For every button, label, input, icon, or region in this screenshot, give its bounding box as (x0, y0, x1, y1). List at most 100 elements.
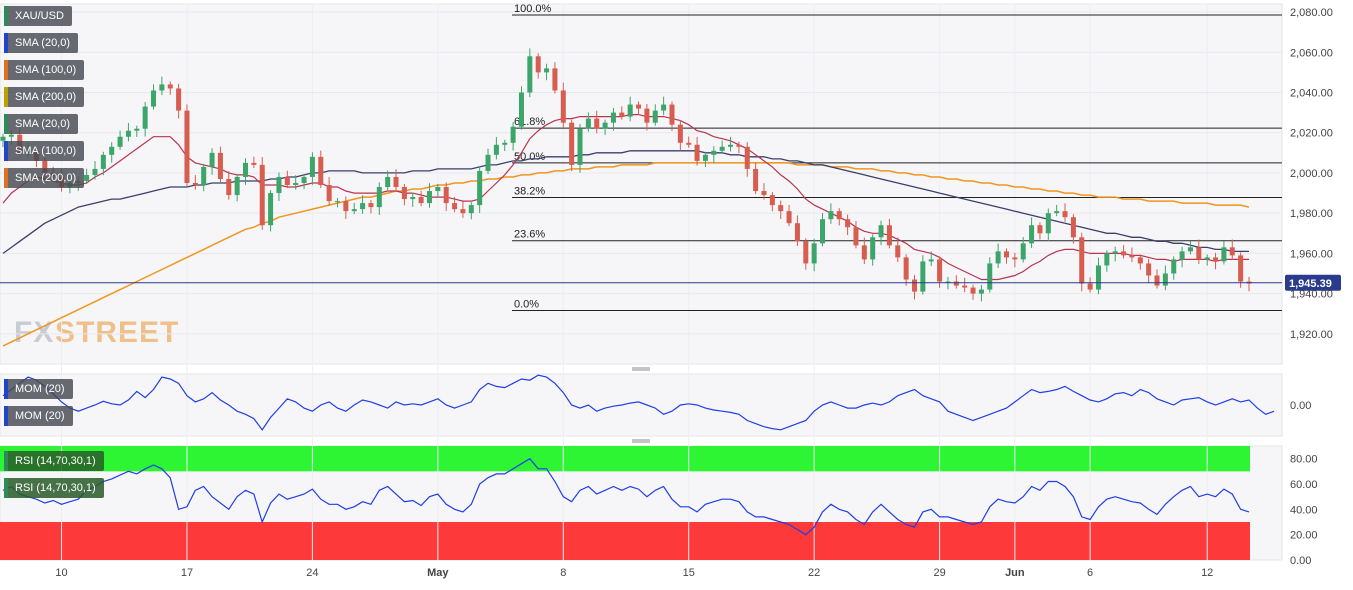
legend-label: SMA (200,0) (15, 91, 77, 103)
legend-swatch (4, 33, 8, 53)
candle-body (552, 68, 558, 91)
candle-body (895, 245, 901, 258)
candle-body (602, 122, 608, 129)
fib-level-label: 0.0% (514, 299, 539, 311)
y-tick-label: 1,960.00 (1290, 248, 1333, 260)
candle-body (962, 285, 968, 288)
fib-level-label: 61.8% (514, 116, 545, 128)
legend-item[interactable]: SMA (20,0) (4, 33, 79, 53)
candle-body (159, 84, 165, 91)
momentum-line (2, 374, 1275, 431)
sma-100-line (2, 150, 1249, 254)
legend-swatch (4, 168, 8, 188)
x-tick-label: 22 (808, 567, 820, 579)
legend-item[interactable]: SMA (200,0) (4, 168, 85, 188)
candle-body (1062, 211, 1068, 218)
panel-bg-1 (0, 3, 1283, 365)
last-price-line: 1,945.39 (0, 274, 1341, 291)
legend-item[interactable]: SMA (20,0) (4, 114, 79, 134)
candle-body (560, 90, 566, 123)
candle-body (276, 176, 282, 194)
last-price-label: 1,945.39 (1289, 278, 1332, 290)
legend-label: MOM (20) (15, 383, 65, 395)
candle-body (1054, 211, 1060, 214)
candle-body (644, 108, 650, 123)
candle-body (761, 191, 767, 196)
rsi-y-tick-label: 60.00 (1290, 479, 1318, 491)
x-tick-label: 17 (181, 567, 193, 579)
candle-body (803, 241, 809, 264)
candle-body (636, 104, 642, 109)
candle-body (1162, 273, 1168, 286)
candle-body (728, 144, 734, 147)
candle-body (8, 134, 14, 137)
candle-body (702, 154, 708, 161)
candle-body (410, 197, 416, 200)
candle-body (1020, 243, 1026, 260)
candle-body (677, 124, 683, 143)
candle-body (820, 219, 826, 244)
candle-body (811, 243, 817, 264)
candle-body (1112, 251, 1118, 254)
candlesticks (0, 48, 1252, 302)
legend-item[interactable]: SMA (100,0) (4, 60, 85, 80)
candle-body (711, 150, 717, 155)
candle-body (368, 203, 374, 208)
candle-body (468, 205, 474, 214)
candle-body (460, 209, 466, 214)
legend-item[interactable]: RSI (14,70,30,1) (4, 451, 104, 471)
candle-body (544, 68, 550, 73)
x-tick-label: Jun (1005, 567, 1025, 579)
rsi-y-tick-label: 80.00 (1290, 454, 1318, 466)
candle-body (1070, 217, 1076, 238)
candle-body (778, 205, 784, 212)
candle-body (1095, 265, 1101, 290)
candle-body (569, 122, 575, 165)
candle-body (1154, 275, 1160, 286)
legend-item[interactable]: MOM (20) (4, 406, 73, 426)
fib-level-label: 50.0% (514, 151, 545, 163)
y-tick-label: 2,080.00 (1290, 7, 1333, 19)
momentum-indicator (2, 374, 1275, 431)
legend-item[interactable]: MOM (20) (4, 379, 73, 399)
legend-item[interactable]: SMA (200,0) (4, 87, 85, 107)
candle-body (585, 118, 591, 129)
y-tick-label: 1,980.00 (1290, 208, 1333, 220)
y-tick-label: 2,040.00 (1290, 87, 1333, 99)
candle-body (301, 176, 307, 183)
rsi-line (2, 457, 1250, 536)
y-tick-label: 2,060.00 (1290, 47, 1333, 59)
candle-body (217, 152, 223, 179)
legend-label: SMA (100,0) (15, 64, 77, 76)
candle-body (1121, 251, 1127, 256)
candle-body (125, 130, 131, 137)
candle-body (945, 281, 951, 283)
candle-body (109, 146, 115, 155)
candle-body (334, 201, 341, 203)
candle-body (192, 182, 198, 186)
candle-body (995, 251, 1001, 264)
candle-body (493, 144, 499, 155)
x-tick-label: 10 (55, 567, 67, 579)
x-tick-label: 6 (1087, 567, 1093, 579)
mom-y-tick-label: 0.00 (1290, 400, 1311, 412)
legend-item[interactable]: SMA (100,0) (4, 141, 85, 161)
candle-body (485, 154, 491, 171)
x-tick-label: 29 (933, 567, 945, 579)
candle-body (535, 56, 541, 73)
candle-body (1221, 247, 1227, 262)
x-tick-label: 12 (1201, 567, 1213, 579)
candle-body (1204, 257, 1210, 260)
candle-body (452, 203, 458, 210)
x-tick-label: May (427, 567, 449, 579)
candle-body (845, 219, 851, 228)
candle-body (878, 225, 884, 238)
candle-body (661, 104, 667, 111)
candle-body (343, 201, 349, 212)
legend-label: XAU/USD (15, 10, 64, 22)
candle-body (1137, 257, 1143, 264)
legend-item[interactable]: RSI (14,70,30,1) (4, 478, 104, 498)
candle-body (477, 170, 483, 206)
legend-item[interactable]: XAU/USD (4, 6, 72, 26)
